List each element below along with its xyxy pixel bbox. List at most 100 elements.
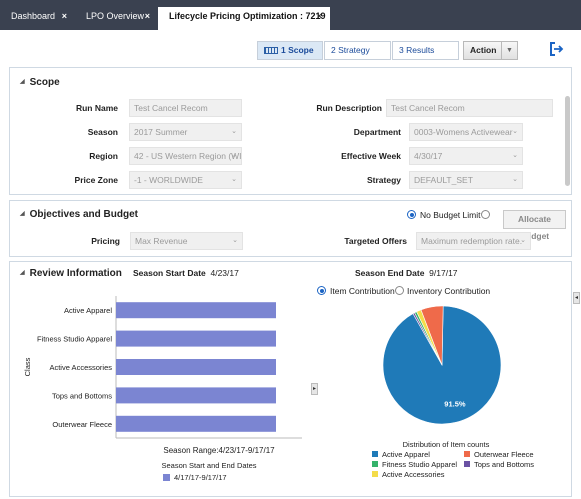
targeted-offers-label: Targeted Offers [344, 236, 407, 246]
pricing-label: Pricing [91, 236, 120, 246]
effective-week-select[interactable]: 4/30/17 ⌄ [409, 147, 523, 165]
scope-panel: ◢ Scope Run Name Test Cancel Recom Season… [9, 67, 572, 195]
legend-label: Active Accessories [382, 470, 445, 479]
train-step-results[interactable]: 3 Results [392, 41, 459, 60]
chevron-down-icon: ⌄ [512, 128, 518, 135]
tab-label: Lifecycle Pricing Optimization : 7219 [169, 11, 326, 21]
run-name-field[interactable]: Test Cancel Recom [129, 99, 242, 117]
season-start-value: 4/23/17 [210, 268, 239, 278]
collapse-triangle-icon[interactable]: ◢ [20, 211, 25, 217]
review-panel: ◢ Review Information Season Start Date 4/… [9, 261, 572, 497]
tab-label: LPO Overview [86, 11, 145, 21]
bar [116, 415, 276, 432]
chevron-down-icon: ⌄ [520, 237, 526, 244]
train-step-label: 2 Strategy [331, 45, 370, 55]
price-zone-label: Price Zone [74, 175, 118, 185]
legend-label: Active Apparel [382, 450, 430, 459]
legend-swatch [372, 461, 378, 467]
collapse-triangle-icon[interactable]: ◢ [20, 270, 25, 276]
chart-title: Distribution of Item counts [403, 440, 490, 449]
department-label: Department [353, 127, 401, 137]
bar [116, 330, 276, 347]
tick-label: Outerwear Fleece [52, 420, 112, 429]
run-description-field[interactable]: Test Cancel Recom [386, 99, 553, 117]
train-step-strategy[interactable]: 2 Strategy [324, 41, 391, 60]
close-icon[interactable]: × [61, 11, 67, 21]
tab-lpo-overview[interactable]: LPO Overview × [75, 7, 158, 30]
tick-label: Active Apparel [64, 306, 112, 315]
season-end-label: Season End Date [355, 268, 425, 278]
chevron-down-icon: ⌄ [231, 176, 237, 183]
pricing-select[interactable]: Max Revenue ⌄ [130, 232, 243, 250]
effective-week-label: Effective Week [341, 151, 401, 161]
close-icon[interactable]: × [144, 11, 150, 21]
inventory-contribution-radio[interactable] [395, 286, 404, 295]
objectives-title[interactable]: ◢ Objectives and Budget [20, 209, 138, 220]
right-panel-handle[interactable]: ◂ [573, 292, 580, 304]
run-description-label: Run Description [316, 103, 382, 113]
tab-bar: Dashboard × LPO Overview × Lifecycle Pri… [0, 0, 581, 30]
legend-label: Tops and Bottoms [474, 460, 534, 469]
x-axis-label: Season Range:4/23/17-9/17/17 [163, 446, 275, 455]
season-end-date: Season End Date 9/17/17 [355, 268, 458, 278]
item-contribution-radio[interactable] [317, 286, 326, 295]
tab-label: Dashboard [11, 11, 56, 21]
train-step-label: 3 Results [399, 45, 435, 55]
season-start-date: Season Start Date 4/23/17 [133, 268, 239, 278]
legend-label: Fitness Studio Apparel [382, 460, 457, 469]
region-label: Region [89, 151, 118, 161]
bar [116, 387, 276, 404]
bar [116, 302, 276, 319]
tab-lifecycle-pricing[interactable]: Lifecycle Pricing Optimization : 7219 × [158, 7, 330, 30]
close-icon[interactable]: × [316, 11, 322, 21]
objectives-panel: ◢ Objectives and Budget No Budget Limit A… [9, 200, 572, 257]
legend-swatch [372, 451, 378, 457]
grid-icon [264, 47, 278, 55]
train-step-scope[interactable]: 1 Scope [257, 41, 323, 60]
price-zone-select[interactable]: -1 - WORLDWIDE ⌄ [129, 171, 242, 189]
season-label: Season [87, 127, 118, 137]
legend-label: Outerwear Fleece [474, 450, 534, 459]
region-select[interactable]: 42 - US Western Region (WI ⌄ [129, 147, 242, 165]
scope-scrollbar[interactable] [565, 96, 570, 186]
season-select[interactable]: 2017 Summer ⌄ [129, 123, 242, 141]
tick-label: Tops and Bottoms [52, 391, 112, 400]
action-label: Action [470, 45, 497, 55]
exit-icon[interactable] [550, 42, 564, 56]
legend-swatch [464, 451, 470, 457]
inventory-contribution-label: Inventory Contribution [407, 286, 491, 296]
no-budget-limit-label: No Budget Limit [420, 210, 481, 220]
action-button[interactable]: Action ▼ [463, 41, 518, 60]
scope-title[interactable]: ◢ Scope [20, 77, 60, 88]
department-select[interactable]: 0003-Womens Activewear ⌄ [409, 123, 523, 141]
chevron-down-icon[interactable]: ▼ [501, 42, 517, 59]
chevron-down-icon: ⌄ [232, 237, 238, 244]
collapse-triangle-icon[interactable]: ◢ [20, 79, 25, 85]
item-contribution-label: Item Contribution [330, 286, 395, 296]
season-start-label: Season Start Date [133, 268, 206, 278]
allocate-budget-radio[interactable] [481, 210, 490, 219]
train-step-label: 1 Scope [281, 45, 314, 55]
targeted-offers-select[interactable]: Maximum redemption rate. ⌄ [416, 232, 531, 250]
strategy-select[interactable]: DEFAULT_SET ⌄ [409, 171, 523, 189]
chevron-down-icon: ⌄ [231, 152, 237, 159]
legend-title: Season Start and End Dates [161, 461, 256, 470]
legend-label: 4/17/17-9/17/17 [174, 473, 227, 482]
allocate-budget-button[interactable]: Allocate Budget [503, 210, 566, 241]
tick-label: Fitness Studio Apparel [37, 335, 112, 344]
splitter-handle[interactable]: ▸ [311, 383, 318, 395]
legend-swatch [163, 474, 170, 481]
bar [116, 359, 276, 375]
main-page: 1 Scope 2 Strategy 3 Results Action ▼ ◢ S… [0, 30, 581, 499]
tab-dashboard[interactable]: Dashboard × [0, 7, 75, 30]
legend-swatch [372, 471, 378, 477]
chevron-down-icon: ⌄ [231, 128, 237, 135]
season-end-value: 9/17/17 [429, 268, 458, 278]
review-title[interactable]: ◢ Review Information [20, 268, 122, 279]
legend-swatch [464, 461, 470, 467]
no-budget-limit-radio[interactable] [407, 210, 416, 219]
chevron-down-icon: ⌄ [512, 176, 518, 183]
y-axis-label: Class [23, 357, 32, 376]
data-label: 91.5% [444, 399, 466, 408]
